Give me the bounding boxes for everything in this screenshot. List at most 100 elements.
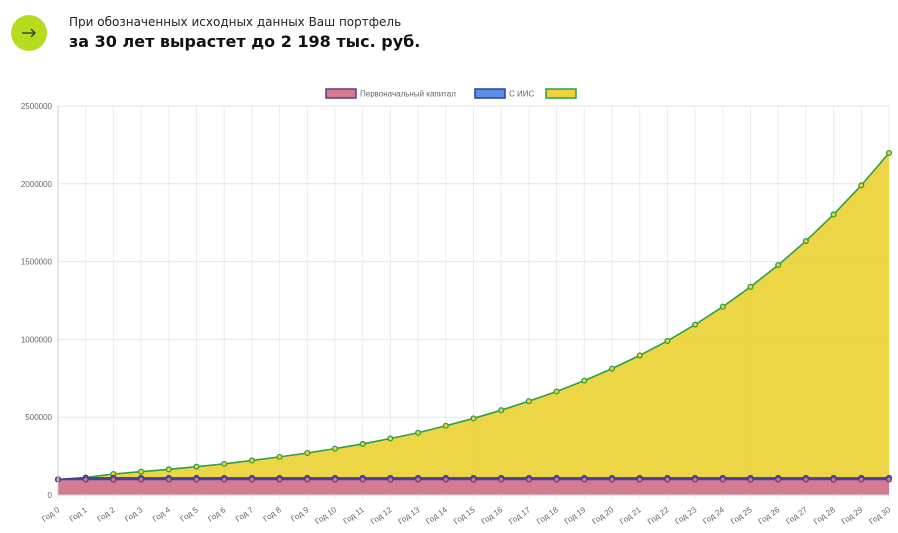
y-tick-label: 2500000 — [21, 102, 53, 111]
x-tick-label: Год 27 — [784, 505, 809, 526]
data-point-initial — [525, 476, 532, 483]
legend-label-initial: Первоначальный капитал — [360, 90, 456, 99]
y-tick-label: 1000000 — [21, 335, 53, 344]
data-point-growth — [193, 463, 200, 470]
x-tick-label: Год 13 — [397, 505, 422, 526]
x-tick-label: Год 2 — [95, 505, 117, 524]
data-point-initial — [608, 476, 616, 483]
y-tick-label: 1500000 — [21, 258, 53, 267]
x-tick-label: Год 10 — [313, 505, 338, 526]
legend-swatch-initial — [325, 88, 357, 99]
x-tick-label: Год 20 — [590, 505, 615, 526]
data-point-initial — [581, 476, 588, 483]
result-headline: за 30 лет вырастет до 2 198 тыс. руб. — [69, 32, 421, 51]
x-tick-label: Год 16 — [480, 505, 505, 526]
data-point-growth — [221, 460, 228, 467]
data-point-growth — [165, 466, 172, 473]
legend-swatch-growth — [545, 88, 577, 99]
data-point-growth — [525, 398, 532, 405]
x-tick-label: Год 14 — [424, 505, 449, 526]
data-point-initial — [498, 476, 505, 483]
x-tick-label: Год 25 — [729, 505, 754, 526]
x-tick-label: Год 28 — [812, 505, 837, 526]
data-point-initial — [387, 476, 394, 483]
series-area-initial — [58, 479, 889, 495]
data-point-growth — [470, 415, 477, 422]
x-tick-label: Год 19 — [563, 505, 588, 526]
data-point-initial — [165, 476, 172, 483]
y-tick-label: 0 — [48, 491, 53, 500]
data-point-initial — [221, 476, 228, 483]
data-point-growth — [304, 449, 311, 457]
data-point-growth — [775, 261, 782, 269]
data-point-growth — [415, 429, 422, 436]
x-tick-label: Год 11 — [342, 505, 367, 526]
data-point-growth — [138, 468, 145, 475]
x-tick-label: Год 23 — [674, 505, 699, 526]
data-point-growth — [636, 352, 643, 359]
data-point-growth — [885, 149, 893, 157]
x-tick-label: Год 30 — [867, 505, 892, 526]
data-point-initial — [747, 476, 754, 483]
data-point-growth — [276, 453, 283, 460]
chart-legend: Первоначальный капитал С ИИС — [325, 88, 577, 99]
y-tick-label: 500000 — [25, 413, 52, 422]
data-point-initial — [276, 476, 283, 483]
data-point-growth — [442, 422, 449, 429]
data-point-initial — [110, 476, 117, 483]
portfolio-chart: 0 500000 1000000 1500000 2000000 2500000 Год 0… — [21, 88, 893, 526]
arrow-right-icon — [22, 28, 36, 38]
data-point-growth — [331, 445, 339, 452]
series-area-growth — [58, 152, 889, 495]
data-point-growth — [553, 388, 560, 395]
x-tick-label: Год 6 — [206, 505, 228, 524]
data-point-initial — [858, 476, 865, 483]
x-tick-label: Год 9 — [289, 505, 311, 524]
data-point-initial — [830, 476, 837, 483]
data-point-initial — [248, 476, 255, 483]
x-tick-label: Год 5 — [179, 505, 201, 524]
x-tick-label: Год 17 — [507, 505, 532, 526]
data-point-initial — [415, 476, 422, 483]
data-point-initial — [304, 476, 311, 483]
data-point-initial — [802, 476, 809, 483]
data-point-growth — [802, 238, 809, 245]
data-point-growth — [747, 283, 754, 290]
data-point-initial — [442, 476, 449, 483]
data-point-initial — [636, 476, 643, 483]
data-point-growth — [248, 457, 255, 464]
data-point-growth — [387, 435, 394, 442]
data-point-growth — [498, 407, 505, 414]
x-tick-label: Год 26 — [757, 505, 782, 526]
data-point-initial — [331, 476, 339, 483]
x-tick-label: Год 0 — [40, 505, 62, 524]
data-point-growth — [664, 337, 671, 345]
x-tick-label: Год 18 — [535, 505, 560, 526]
data-point-growth — [692, 321, 699, 328]
x-tick-label: Год 1 — [68, 505, 90, 524]
result-header: При обозначенных исходных данных Ваш пор… — [0, 0, 898, 70]
x-tick-label: Год 12 — [369, 505, 394, 526]
data-point-initial — [138, 476, 145, 483]
legend-label-iis: С ИИС — [509, 90, 535, 99]
x-tick-label: Год 29 — [840, 505, 865, 526]
data-point-initial — [193, 476, 200, 483]
data-point-initial — [359, 476, 366, 483]
x-tick-label: Год 24 — [701, 505, 726, 526]
x-tick-label: Год 22 — [646, 505, 671, 526]
x-tick-label: Год 8 — [262, 505, 284, 524]
data-point-initial — [470, 476, 477, 483]
data-point-initial — [82, 476, 89, 483]
arrow-right-button[interactable] — [11, 15, 47, 51]
x-tick-label: Год 21 — [618, 505, 643, 526]
data-point-initial — [692, 476, 699, 483]
result-subtitle: При обозначенных исходных данных Ваш пор… — [69, 15, 402, 29]
data-point-growth — [359, 440, 366, 448]
x-tick-label: Год 4 — [151, 505, 173, 524]
data-point-initial — [885, 476, 893, 483]
data-point-initial — [664, 476, 671, 483]
data-point-initial — [553, 476, 560, 483]
legend-swatch-iis — [474, 88, 506, 99]
x-tick-label: Год 15 — [452, 505, 477, 526]
data-point-growth — [830, 211, 837, 218]
